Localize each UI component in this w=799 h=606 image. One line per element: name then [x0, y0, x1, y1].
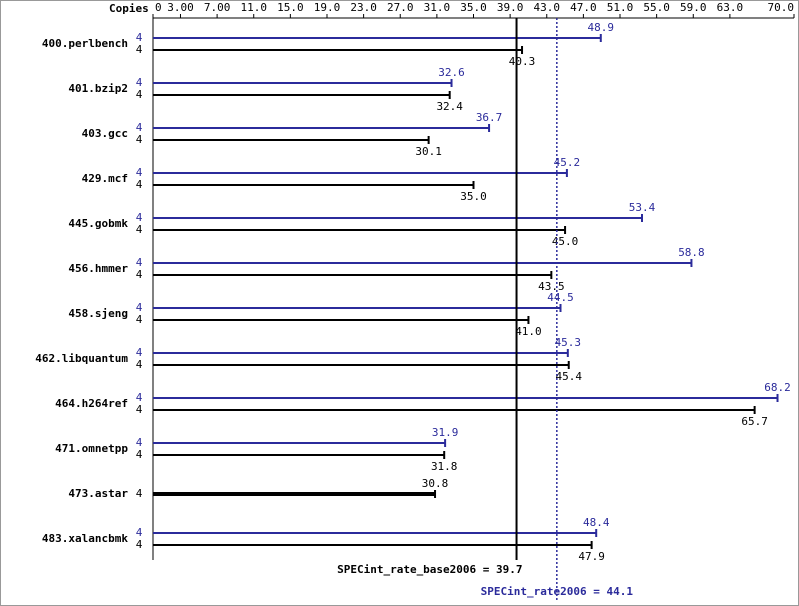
copies-label: 4	[136, 43, 143, 56]
benchmark-label: 403.gcc	[82, 127, 128, 140]
copies-label: 4	[136, 526, 143, 539]
copies-label: 4	[136, 256, 143, 269]
value-label: 36.7	[476, 111, 503, 124]
x-tick-label: 55.0	[643, 1, 670, 14]
copies-label: 4	[136, 487, 143, 500]
x-tick-label: 39.0	[497, 1, 524, 14]
benchmark-label: 401.bzip2	[68, 82, 128, 95]
value-label: 45.4	[555, 370, 582, 383]
copies-label: 4	[136, 436, 143, 449]
copies-label: 4	[136, 391, 143, 404]
x-tick-label: 11.0	[240, 1, 267, 14]
value-label: 40.3	[509, 55, 536, 68]
x-tick-label: 31.0	[424, 1, 451, 14]
value-label: 31.9	[432, 426, 459, 439]
benchmark-label: 483.xalancbmk	[42, 532, 128, 545]
copies-label: 4	[136, 121, 143, 134]
copies-label: 4	[136, 403, 143, 416]
x-tick-label: 3.00	[167, 1, 194, 14]
value-label: 30.1	[415, 145, 442, 158]
copies-header: Copies	[109, 2, 149, 15]
copies-label: 4	[136, 76, 143, 89]
copies-label: 4	[136, 346, 143, 359]
copies-label: 4	[136, 358, 143, 371]
x-tick-label: 0	[155, 1, 162, 14]
benchmark-label: 458.sjeng	[68, 307, 128, 320]
copies-label: 4	[136, 178, 143, 191]
copies-label: 4	[136, 211, 143, 224]
value-label: 45.2	[554, 156, 581, 169]
value-label: 32.4	[436, 100, 463, 113]
value-label: 53.4	[629, 201, 656, 214]
benchmark-label: 400.perlbench	[42, 37, 128, 50]
reference-label: SPECint_rate_base2006 = 39.7	[337, 563, 522, 576]
value-label: 41.0	[515, 325, 542, 338]
x-tick-label: 35.0	[460, 1, 487, 14]
value-label: 45.0	[552, 235, 579, 248]
copies-label: 4	[136, 313, 143, 326]
x-tick-label: 19.0	[314, 1, 341, 14]
x-tick-label: 51.0	[607, 1, 634, 14]
benchmark-label: 464.h264ref	[55, 397, 128, 410]
copies-label: 4	[136, 133, 143, 146]
copies-label: 4	[136, 538, 143, 551]
copies-label: 4	[136, 223, 143, 236]
benchmark-label: 471.omnetpp	[55, 442, 128, 455]
benchmark-label: 473.astar	[68, 487, 128, 500]
copies-label: 4	[136, 301, 143, 314]
value-label: 35.0	[460, 190, 487, 203]
value-label: 47.9	[578, 550, 605, 563]
x-tick-label: 43.0	[534, 1, 561, 14]
value-label: 31.8	[431, 460, 458, 473]
benchmark-label: 445.gobmk	[68, 217, 128, 230]
x-tick-label: 47.0	[570, 1, 597, 14]
value-label: 58.8	[678, 246, 705, 259]
value-label: 30.8	[422, 477, 449, 490]
copies-label: 4	[136, 448, 143, 461]
x-tick-label: 59.0	[680, 1, 707, 14]
value-label: 43.5	[538, 280, 565, 293]
x-tick-label: 63.0	[717, 1, 744, 14]
benchmark-label: 462.libquantum	[35, 352, 128, 365]
value-label: 45.3	[555, 336, 582, 349]
x-tick-label: 27.0	[387, 1, 414, 14]
value-label: 44.5	[547, 291, 574, 304]
copies-label: 4	[136, 31, 143, 44]
value-label: 32.6	[438, 66, 465, 79]
value-label: 48.9	[588, 21, 615, 34]
value-label: 65.7	[741, 415, 768, 428]
copies-label: 4	[136, 166, 143, 179]
copies-label: 4	[136, 268, 143, 281]
value-label: 68.2	[764, 381, 791, 394]
benchmark-label: 429.mcf	[82, 172, 128, 185]
x-tick-label: 15.0	[277, 1, 304, 14]
copies-label: 4	[136, 88, 143, 101]
x-tick-label: 70.0	[768, 1, 795, 14]
value-label: 48.4	[583, 516, 610, 529]
x-tick-label: 23.0	[350, 1, 377, 14]
benchmark-label: 456.hmmer	[68, 262, 128, 275]
x-tick-label: 7.00	[204, 1, 231, 14]
reference-label: SPECint_rate2006 = 44.1	[481, 585, 634, 598]
